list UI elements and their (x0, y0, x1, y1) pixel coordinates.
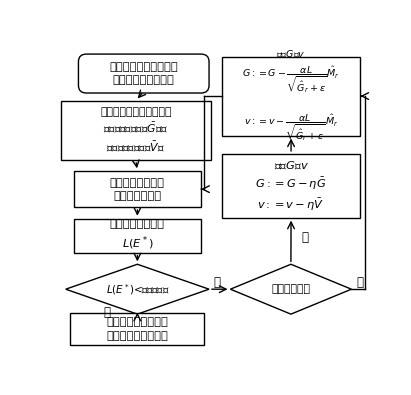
Text: 根据室内试验得到散体
的杨氏模量和泊松比: 根据室内试验得到散体 的杨氏模量和泊松比 (109, 62, 178, 85)
Text: 更新$G$和$v$
$G:=G-\eta\bar{G}$
$v:=v-\eta\bar{V}$: 更新$G$和$v$ $G:=G-\eta\bar{G}$ $v:=v-\eta\… (255, 159, 327, 213)
Bar (74, 171, 201, 207)
Text: 否: 否 (357, 276, 364, 289)
Polygon shape (66, 264, 209, 314)
FancyBboxPatch shape (79, 54, 209, 93)
Text: 否: 否 (213, 276, 221, 289)
Text: 是: 是 (104, 305, 111, 318)
Text: 计算误差函数的值
$L(E^*)$: 计算误差函数的值 $L(E^*)$ (110, 219, 165, 252)
Text: $L(E^*)$<容许误差？: $L(E^*)$<容许误差？ (106, 282, 169, 297)
Bar (74, 219, 201, 253)
Bar (71, 312, 204, 346)
Text: 得到有效标定后的颗
粒剪切模量和泊松比: 得到有效标定后的颗 粒剪切模量和泊松比 (106, 318, 169, 340)
Bar (222, 56, 360, 135)
Text: 是: 是 (301, 231, 308, 244)
Bar (61, 101, 210, 160)
Text: 双轴或者三轴数值
小应变压缩试验: 双轴或者三轴数值 小应变压缩试验 (110, 177, 165, 201)
Text: 第一次更新？: 第一次更新？ (271, 284, 310, 294)
Text: 按照解析公式计算颗粒剪
切模量初始估计值$\bar{G}$，和
泊松比初始估计值$\bar{V}$。: 按照解析公式计算颗粒剪 切模量初始估计值$\bar{G}$，和 泊松比初始估计值… (100, 107, 171, 154)
Polygon shape (231, 264, 351, 314)
Bar (222, 154, 360, 218)
Text: 更新$G$和$v$
$G:=G-\dfrac{\alpha L}{\sqrt{\hat{G}_r+\varepsilon}}\hat{M}_r$

$v:=v-: 更新$G$和$v$ $G:=G-\dfrac{\alpha L}{\sqrt{\… (242, 49, 340, 143)
